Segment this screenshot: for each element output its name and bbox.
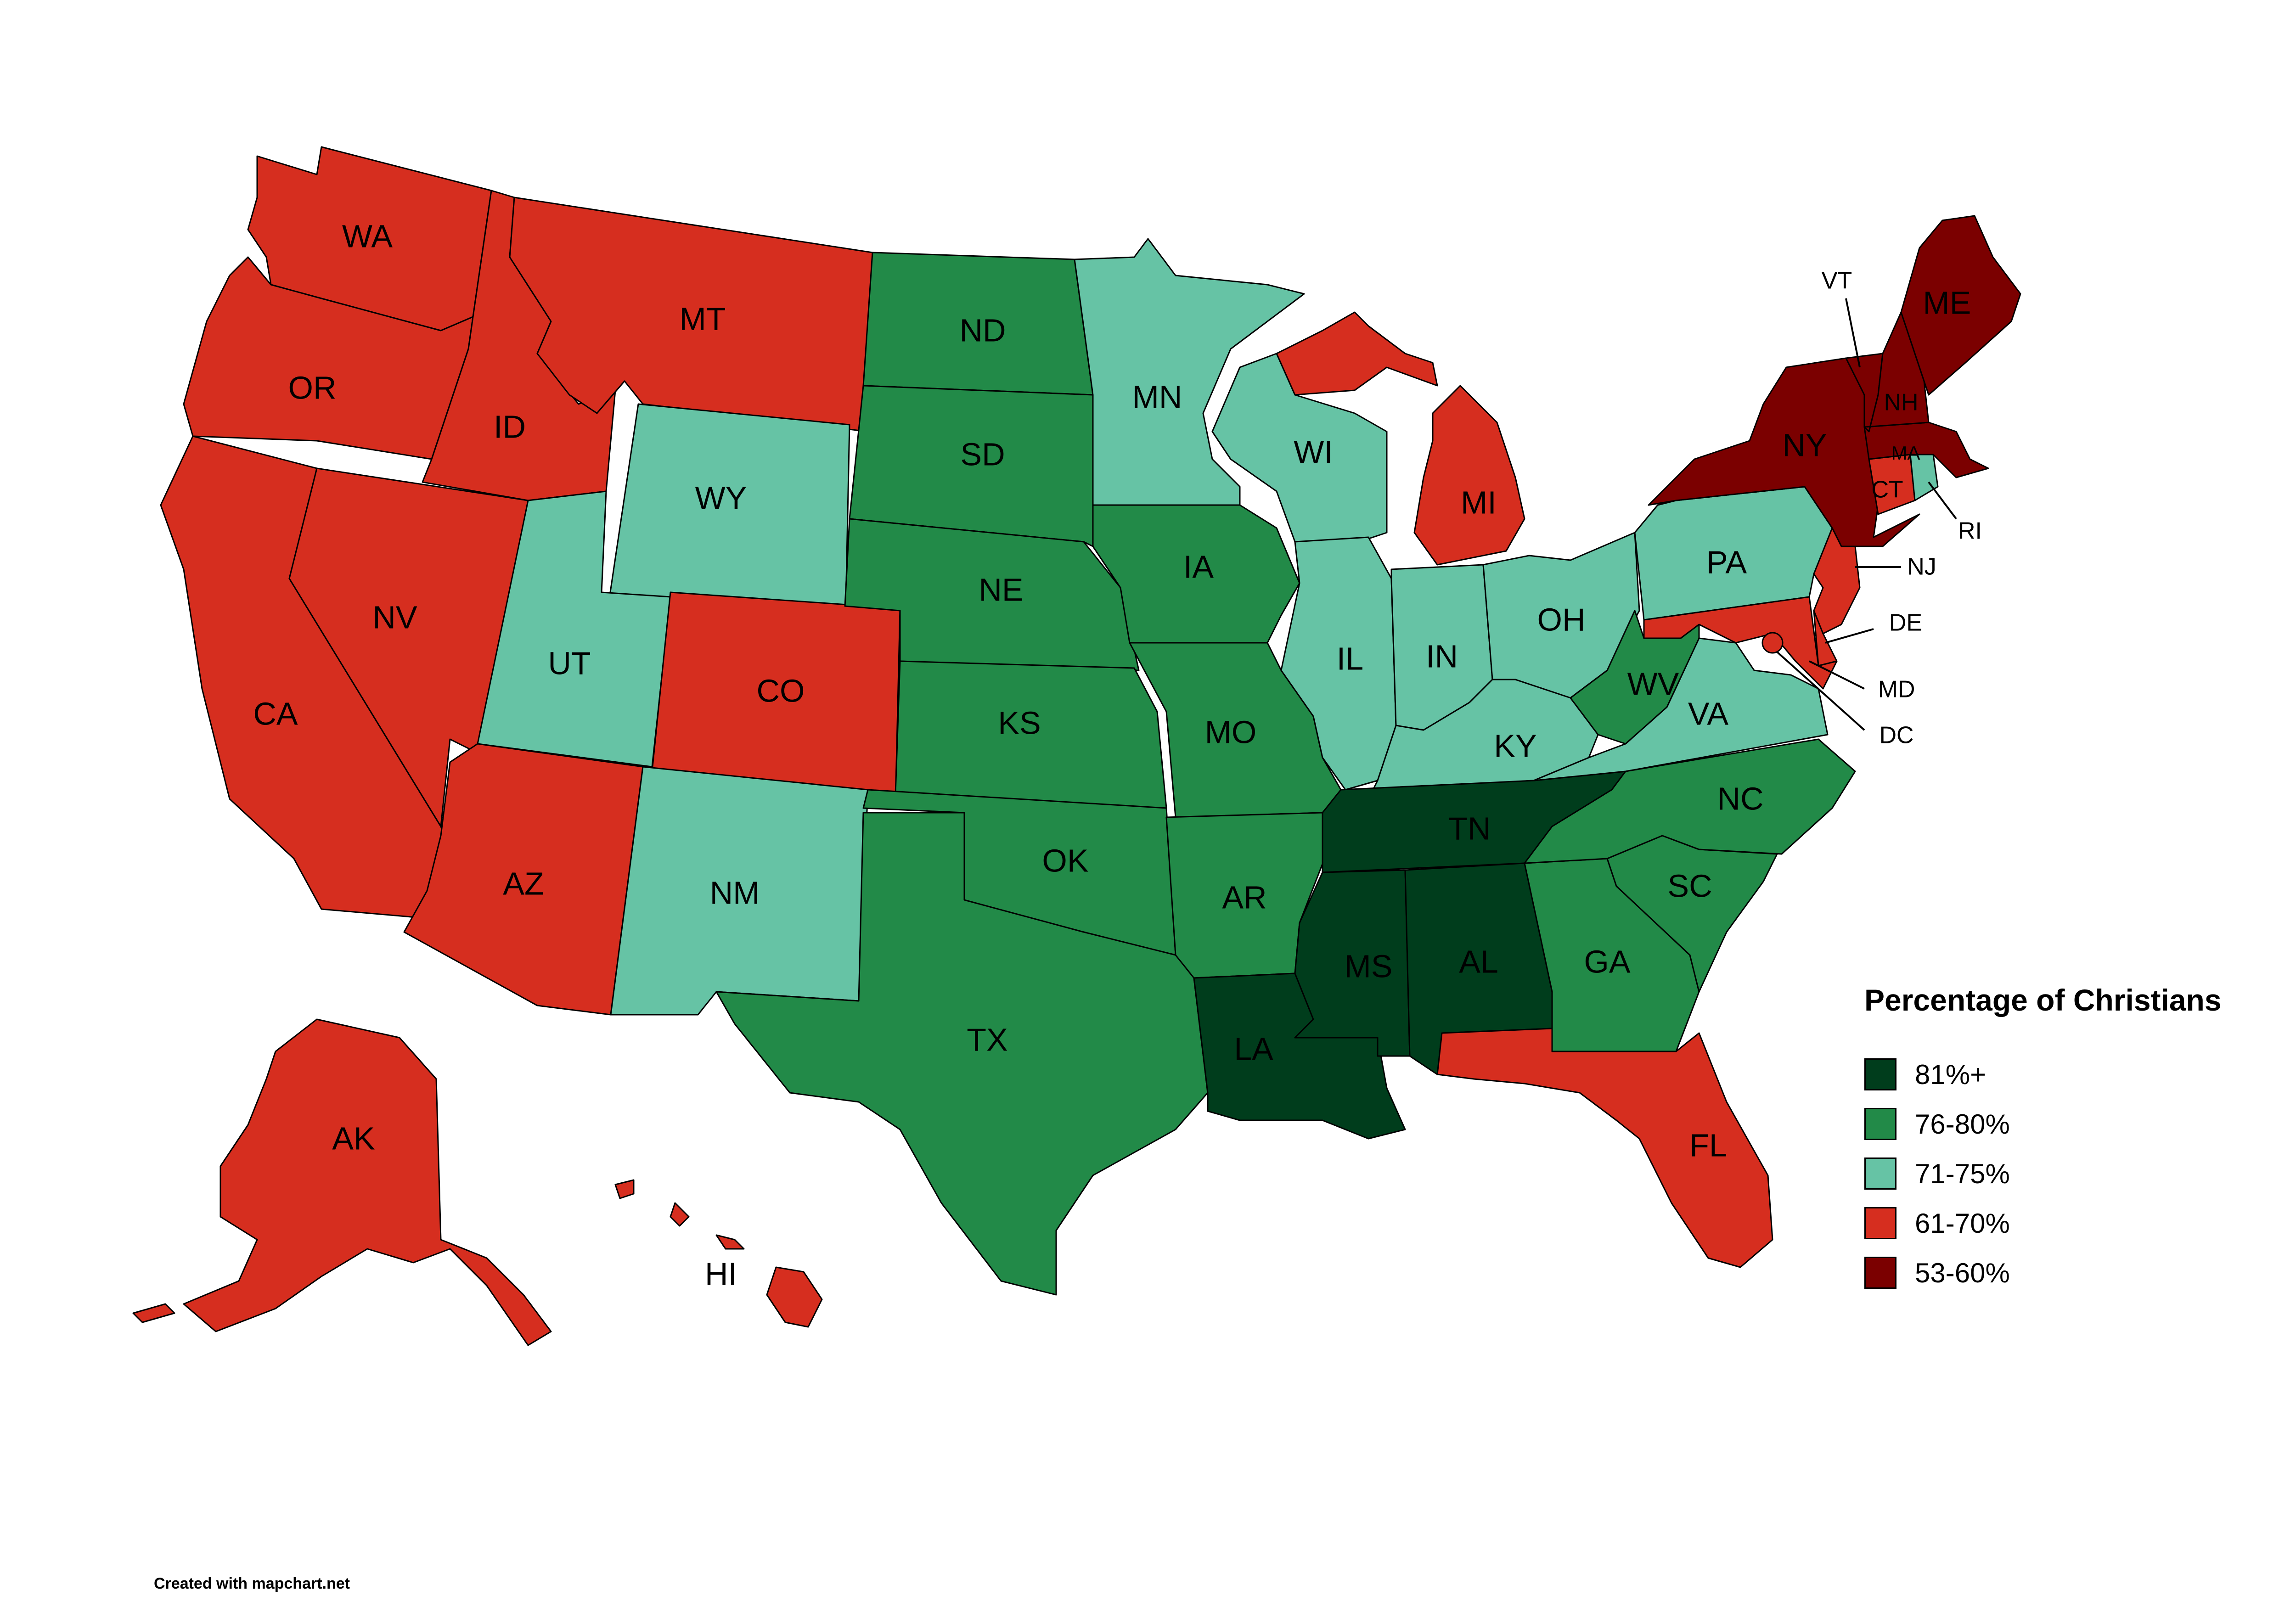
state-label-ma: MA — [1891, 442, 1920, 464]
state-label-mo: MO — [1205, 714, 1257, 750]
state-ny[interactable] — [1648, 357, 1920, 547]
legend-item: 61-70% — [1864, 1198, 2232, 1248]
legend-label: 71-75% — [1915, 1158, 2010, 1189]
legend-item: 71-75% — [1864, 1149, 2232, 1198]
state-md[interactable] — [1643, 596, 1838, 690]
state-label-tx: TX — [967, 1022, 1007, 1057]
state-hi-island[interactable] — [614, 1179, 635, 1199]
state-dc[interactable] — [1761, 632, 1784, 654]
leader-md — [1809, 660, 1865, 690]
state-label-de: DE — [1889, 610, 1922, 636]
state-label-wi: WI — [1294, 434, 1333, 470]
state-label-mn: MN — [1132, 379, 1182, 415]
state-ak-chain[interactable] — [132, 1303, 175, 1323]
leader-vt — [1845, 298, 1861, 368]
state-label-ga: GA — [1584, 944, 1630, 979]
state-label-ut: UT — [548, 645, 591, 681]
state-label-hi: HI — [705, 1256, 737, 1292]
legend-label: 76-80% — [1915, 1108, 2010, 1140]
state-label-az: AZ — [503, 865, 544, 901]
state-hi-island[interactable] — [715, 1234, 745, 1250]
state-va[interactable] — [1533, 637, 1829, 781]
state-hi[interactable] — [766, 1266, 823, 1328]
state-sd[interactable] — [849, 385, 1094, 547]
state-label-mi: MI — [1461, 484, 1497, 520]
state-label-mt: MT — [679, 301, 726, 337]
state-label-me: ME — [1923, 285, 1971, 320]
state-label-nc: NC — [1717, 781, 1763, 816]
state-me[interactable] — [1900, 215, 2021, 396]
legend-rows: 81%+ 76-80% 71-75% 61-70% 53-60% — [1864, 1050, 2232, 1298]
state-label-pa: PA — [1706, 544, 1747, 580]
state-label-sc: SC — [1667, 868, 1712, 904]
state-label-oh: OH — [1537, 601, 1586, 637]
state-label-nv: NV — [372, 599, 417, 635]
state-label-tn: TN — [1448, 810, 1491, 846]
legend-label: 81%+ — [1915, 1059, 1986, 1090]
state-label-ri: RI — [1958, 518, 1982, 545]
legend-label: 53-60% — [1915, 1257, 2010, 1288]
state-nc[interactable] — [1524, 738, 1856, 864]
state-hi-island[interactable] — [670, 1202, 690, 1227]
legend-swatch — [1864, 1207, 1896, 1239]
state-label-in: IN — [1426, 638, 1458, 674]
state-label-ak: AK — [332, 1120, 375, 1156]
state-ma[interactable] — [1863, 421, 1989, 478]
state-label-ks: KS — [998, 705, 1041, 741]
state-label-al: AL — [1459, 944, 1498, 979]
legend-item: 53-60% — [1864, 1248, 2232, 1298]
state-label-wa: WA — [342, 218, 393, 254]
legend-item: 76-80% — [1864, 1099, 2232, 1149]
state-ks[interactable] — [895, 660, 1167, 809]
legend-item: 81%+ — [1864, 1050, 2232, 1099]
leader-dc — [1776, 651, 1865, 731]
legend-swatch — [1864, 1157, 1896, 1190]
state-ia[interactable] — [1092, 504, 1300, 644]
state-label-ny: NY — [1782, 427, 1827, 463]
state-ak[interactable] — [183, 1018, 552, 1346]
state-label-sd: SD — [960, 436, 1005, 472]
state-label-vt: VT — [1822, 268, 1852, 294]
credit-text: Created with mapchart.net — [154, 1575, 350, 1592]
state-label-co: CO — [757, 673, 805, 708]
legend-label: 61-70% — [1915, 1208, 2010, 1239]
legend-swatch — [1864, 1108, 1896, 1140]
legend-swatch — [1864, 1257, 1896, 1289]
state-fl[interactable] — [1436, 1028, 1773, 1268]
state-label-wv: WV — [1627, 666, 1679, 702]
legend-swatch — [1864, 1058, 1896, 1090]
state-label-fl: FL — [1689, 1127, 1727, 1163]
state-label-ca: CA — [253, 696, 298, 731]
state-label-ne: NE — [979, 572, 1023, 607]
state-label-dc: DC — [1879, 722, 1913, 749]
state-label-id: ID — [494, 409, 526, 444]
state-label-ms: MS — [1345, 948, 1393, 984]
legend-title: Percentage of Christians — [1864, 983, 2222, 1017]
state-label-ia: IA — [1183, 549, 1214, 584]
state-label-il: IL — [1337, 641, 1363, 676]
state-label-ar: AR — [1222, 879, 1266, 915]
state-label-nm: NM — [710, 875, 760, 910]
state-label-la: LA — [1234, 1031, 1273, 1067]
state-label-ct: CT — [1871, 477, 1903, 503]
state-label-md: MD — [1878, 676, 1915, 703]
state-label-va: VA — [1688, 696, 1728, 731]
state-label-ok: OK — [1042, 843, 1088, 878]
leader-de — [1825, 628, 1874, 644]
leader-ri — [1928, 481, 1957, 520]
state-mi-upper[interactable] — [1276, 311, 1438, 396]
legend: Percentage of Christians 81%+ 76-80% 71-… — [1864, 983, 2232, 1298]
state-label-nj: NJ — [1907, 554, 1936, 580]
state-nj[interactable] — [1813, 527, 1861, 635]
state-label-nd: ND — [959, 312, 1006, 348]
state-mo[interactable] — [1129, 642, 1342, 818]
state-label-ky: KY — [1494, 728, 1536, 764]
state-label-wy: WY — [695, 480, 747, 516]
state-label-nh: NH — [1884, 389, 1918, 416]
state-label-or: OR — [288, 370, 337, 405]
state-mi[interactable] — [1413, 385, 1525, 566]
